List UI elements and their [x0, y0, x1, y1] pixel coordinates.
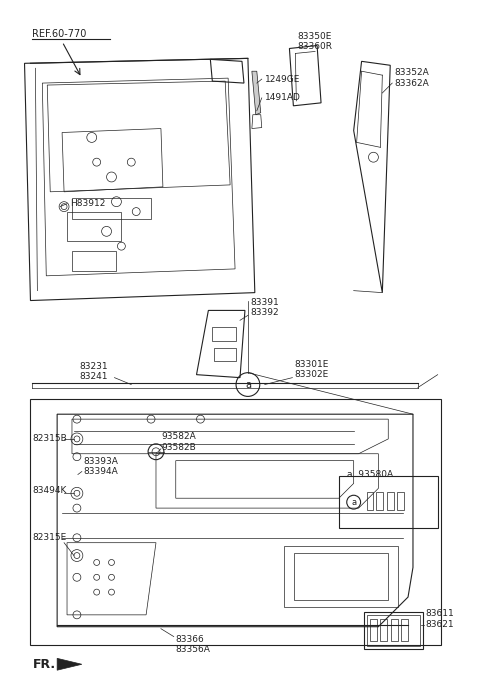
Bar [212, 327, 236, 341]
Text: 83393A
83394A: 83393A 83394A [84, 457, 119, 476]
Bar [294, 553, 388, 600]
Text: 83352A
83362A: 83352A 83362A [394, 69, 429, 88]
Bar [401, 619, 408, 641]
Bar [363, 612, 423, 650]
Text: H83912: H83912 [70, 199, 106, 208]
Text: 1491AD: 1491AD [264, 93, 300, 102]
Bar [367, 492, 373, 510]
Bar [285, 546, 398, 607]
Bar [380, 619, 387, 641]
Bar [367, 615, 420, 646]
Bar [72, 251, 117, 271]
Text: a: a [245, 379, 251, 390]
Text: 83301E
83302E: 83301E 83302E [294, 360, 329, 379]
Polygon shape [57, 658, 82, 671]
Text: 83231
83241: 83231 83241 [80, 362, 108, 381]
Bar [72, 198, 151, 219]
Text: FR.: FR. [33, 658, 56, 671]
Text: 1249GE: 1249GE [264, 75, 300, 84]
Text: a  93580A: a 93580A [347, 470, 393, 479]
Bar [214, 348, 236, 361]
Bar [397, 492, 404, 510]
Text: 83391
83392: 83391 83392 [250, 298, 278, 317]
Text: 83366
83356A: 83366 83356A [176, 635, 211, 654]
Text: 83494K: 83494K [33, 486, 67, 495]
Polygon shape [252, 71, 261, 115]
Text: REF.60-770: REF.60-770 [33, 28, 87, 39]
Text: 83611
83621: 83611 83621 [426, 609, 455, 628]
Bar [376, 492, 384, 510]
Text: 82315E: 82315E [33, 534, 67, 543]
Bar [387, 492, 394, 510]
Bar [67, 212, 121, 242]
Bar [339, 477, 438, 528]
Bar [371, 619, 377, 641]
Text: 82315B: 82315B [33, 435, 67, 444]
Text: a: a [351, 498, 356, 507]
Bar [30, 399, 441, 644]
Text: 83350E
83360R: 83350E 83360R [297, 32, 332, 51]
Text: 93582A
93582B: 93582A 93582B [161, 432, 196, 452]
Bar [391, 619, 398, 641]
